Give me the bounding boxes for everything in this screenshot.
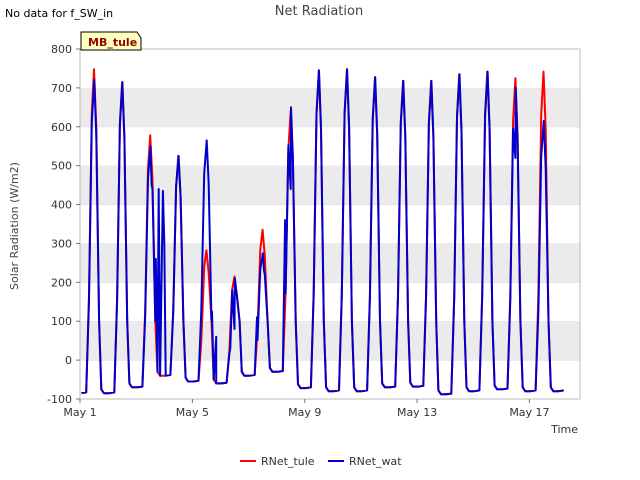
x-axis-label: Time	[550, 423, 578, 436]
plot-bands	[80, 48, 580, 399]
x-tick-label: May 9	[288, 406, 321, 419]
legend: RNet_tule RNet_wat	[240, 455, 402, 468]
x-tick-label: May 17	[509, 406, 549, 419]
x-tick-label: May 5	[176, 406, 209, 419]
y-axis-ticks: -100 0 100 200 300 400 500 600 700 800	[47, 43, 80, 406]
y-tick-label: 100	[51, 315, 72, 328]
band-0	[80, 321, 580, 361]
band-400	[80, 165, 580, 205]
band--100	[80, 360, 580, 399]
band-500	[80, 126, 580, 166]
site-label-box: MB_tule	[80, 31, 142, 51]
band-300	[80, 204, 580, 244]
y-tick-label: 400	[51, 199, 72, 212]
y-tick-label: 800	[51, 43, 72, 56]
x-tick-label: May 13	[397, 406, 437, 419]
band-200	[80, 243, 580, 283]
y-tick-label: 0	[65, 354, 72, 367]
band-600	[80, 87, 580, 127]
x-tick-label: May 1	[63, 406, 96, 419]
y-tick-label: 600	[51, 121, 72, 134]
no-data-note: No data for f_SW_in	[5, 7, 114, 20]
y-axis-label: Solar Radiation (W/m2)	[8, 162, 21, 290]
chart-title: Net Radiation	[275, 4, 363, 19]
series-line-wat	[81, 68, 564, 396]
legend-label-tule: RNet_tule	[261, 455, 315, 468]
y-tick-label: 200	[51, 276, 72, 289]
band-100	[80, 282, 580, 322]
y-tick-label: -100	[47, 393, 72, 406]
y-tick-label: 500	[51, 160, 72, 173]
x-axis-ticks: May 1 May 5 May 9 May 13 May 17	[63, 399, 550, 419]
band-700	[80, 49, 580, 88]
series-lines	[81, 68, 564, 396]
plot-frame	[79, 48, 581, 400]
legend-label-wat: RNet_wat	[349, 455, 402, 468]
y-tick-label: 300	[51, 237, 72, 250]
y-tick-label: 700	[51, 82, 72, 95]
site-label: MB_tule	[88, 36, 137, 49]
